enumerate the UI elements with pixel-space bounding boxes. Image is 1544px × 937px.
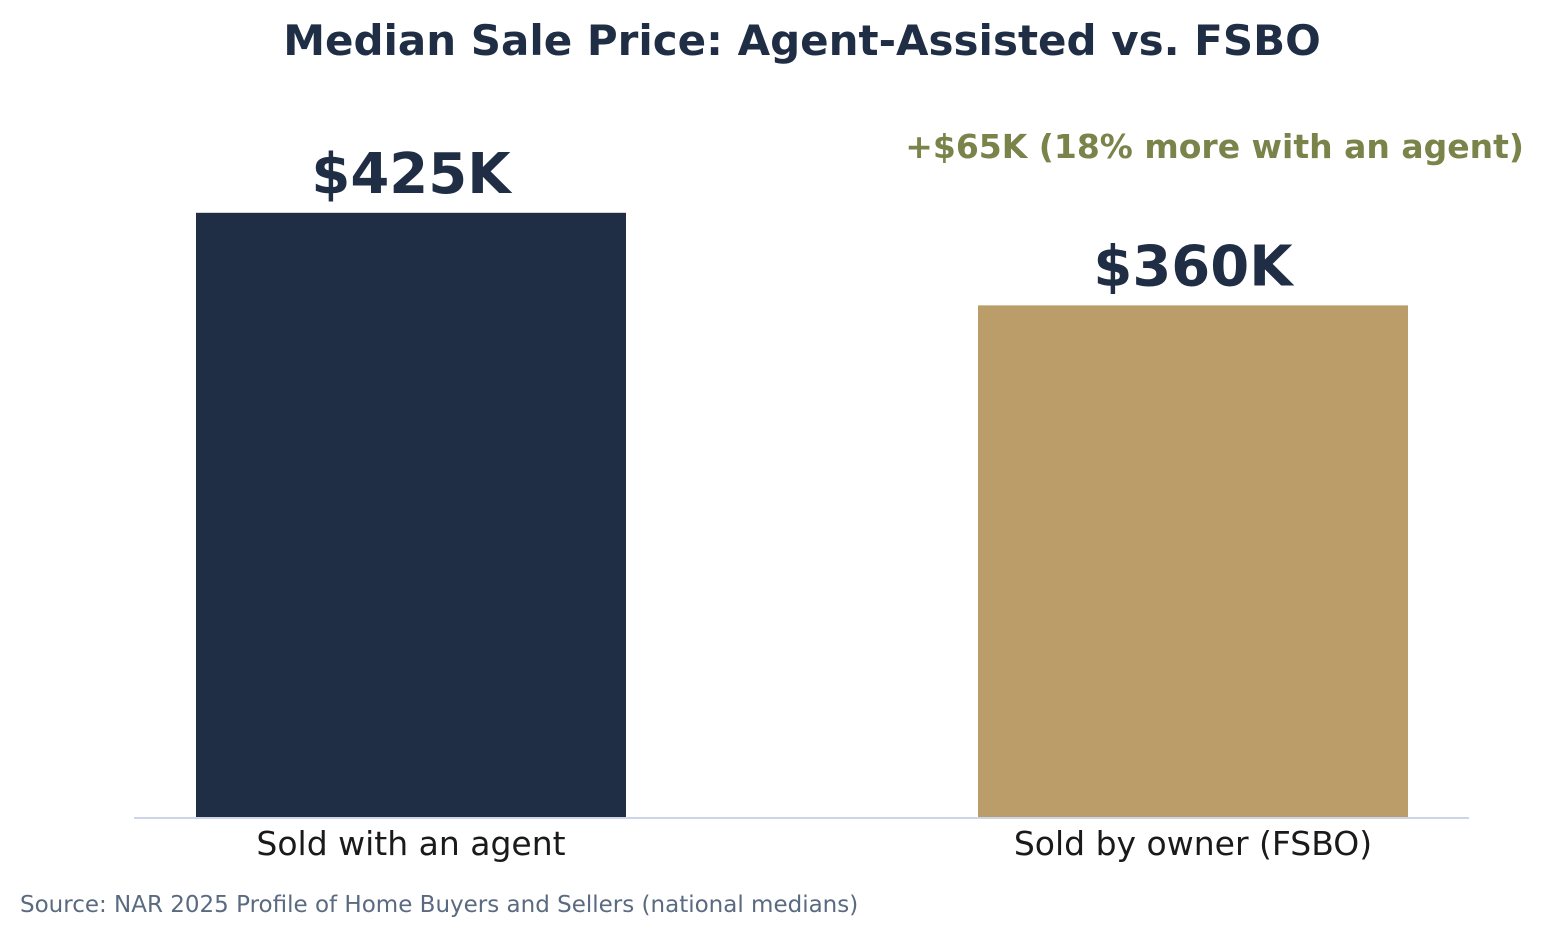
category-label-agent: Sold with an agent <box>256 824 565 863</box>
bar-fsbo <box>978 305 1408 818</box>
source-note: Source: NAR 2025 Profile of Home Buyers … <box>20 892 858 918</box>
value-label-agent: $425K <box>311 142 513 207</box>
labels-group: $425K Sold with an agent $360K Sold by owne… <box>256 142 1372 863</box>
bars-group <box>196 212 1408 819</box>
category-label-fsbo: Sold by owner (FSBO) <box>1014 824 1372 863</box>
bar-agent <box>196 212 626 819</box>
chart-title: Median Sale Price: Agent-Assisted vs. FS… <box>283 16 1321 65</box>
difference-annotation: +$65K (18% more with an agent) <box>905 127 1524 166</box>
value-label-fsbo: $360K <box>1093 234 1295 299</box>
